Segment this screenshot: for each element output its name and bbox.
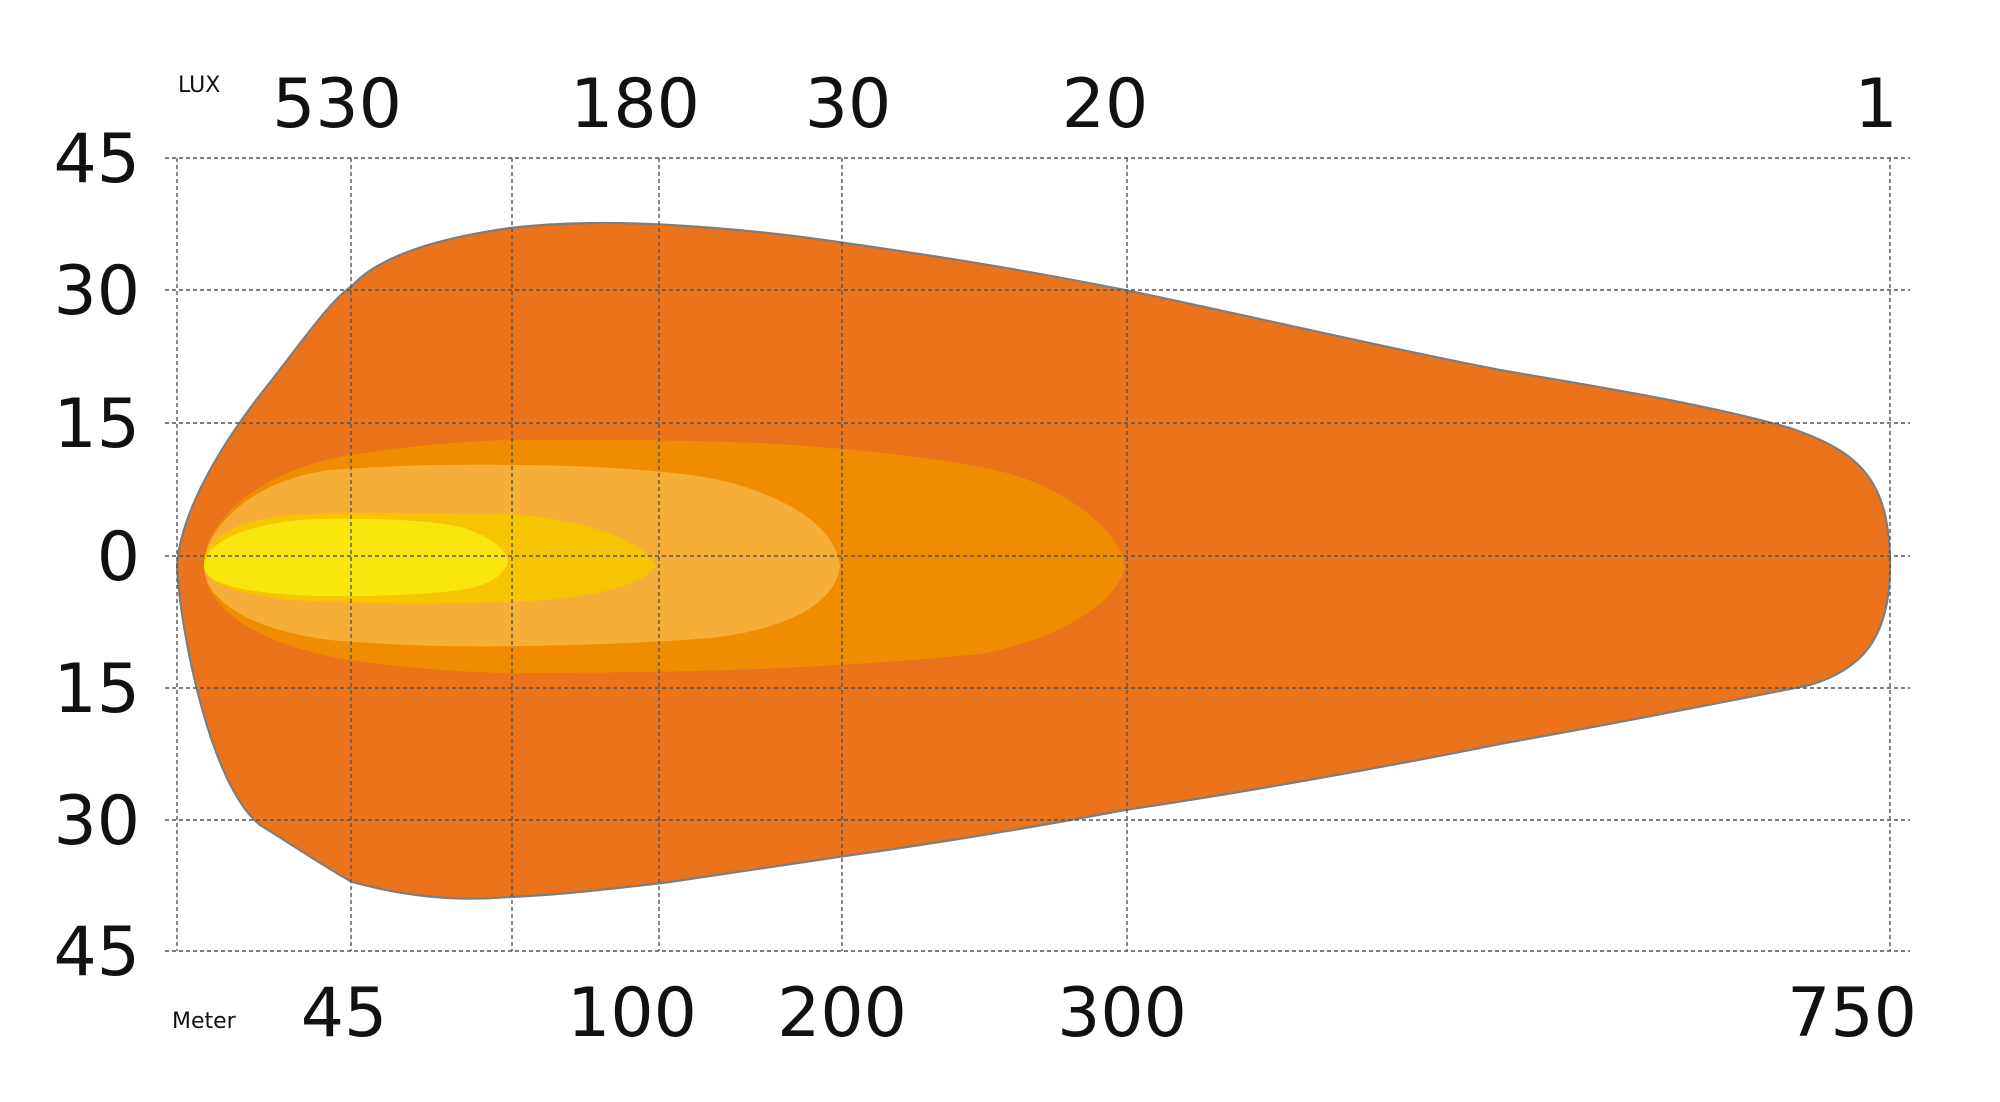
lux-tick-labels: 530 180 30 20 1 [272, 65, 1898, 144]
lux-tick-label: 30 [805, 65, 892, 144]
y-tick-label: 30 [53, 782, 140, 861]
y-tick-label: 15 [53, 385, 140, 464]
beam-lux-530 [204, 518, 508, 597]
distance-tick-label: 750 [1787, 974, 1917, 1053]
y-tick-label: 0 [97, 518, 140, 597]
distance-tick-label: 200 [777, 974, 907, 1053]
y-tick-label: 15 [53, 650, 140, 729]
distance-tick-label: 45 [301, 974, 388, 1053]
lux-tick-label: 20 [1062, 65, 1149, 144]
lux-tick-label: 180 [570, 65, 700, 144]
lux-tick-label: 530 [272, 65, 402, 144]
y-tick-labels: 45 30 15 0 15 30 45 [53, 120, 140, 992]
distance-tick-label: 300 [1057, 974, 1187, 1053]
distance-tick-label: 100 [567, 974, 697, 1053]
beam-layer [175, 221, 1892, 900]
grid-lines [165, 157, 1910, 952]
meter-unit-label: Meter [172, 1009, 237, 1034]
y-tick-label: 45 [53, 120, 140, 199]
lux-unit-label: LUX [178, 73, 220, 98]
lux-tick-label: 1 [1854, 65, 1897, 144]
y-tick-label: 30 [53, 252, 140, 331]
y-tick-label: 45 [53, 913, 140, 992]
distance-tick-labels: 45 100 200 300 750 [301, 974, 1917, 1053]
